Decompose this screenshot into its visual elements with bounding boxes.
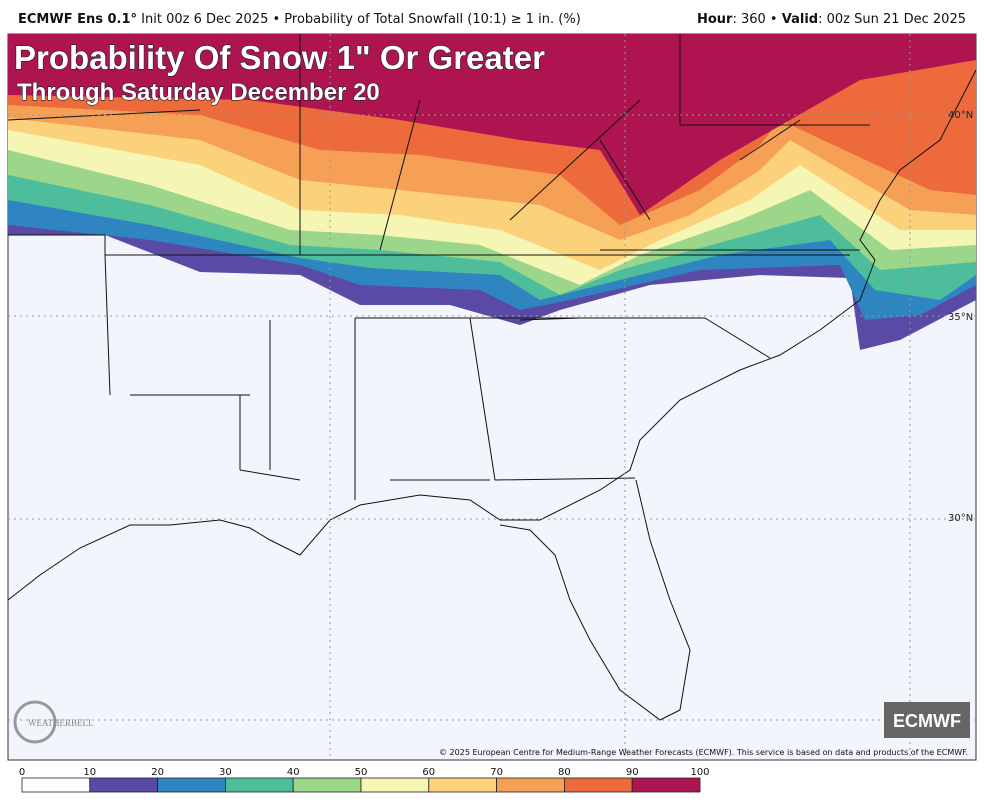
colorbar-segment <box>89 777 159 793</box>
colorbar-tick: 70 <box>490 767 503 778</box>
credit: © 2025 European Centre for Medium-Range … <box>439 748 968 757</box>
overlay-title: Probability Of Snow 1" Or Greater <box>14 39 545 76</box>
colorbar-segment <box>21 777 91 793</box>
snow-band <box>8 34 976 215</box>
lat-label: 30°N <box>948 513 973 524</box>
hour-label: Hour <box>696 12 733 27</box>
colorbar-segment <box>292 777 362 793</box>
colorbar-tick: 10 <box>83 767 96 778</box>
colorbar-tick: 100 <box>690 767 709 778</box>
colorbar-segment <box>631 777 701 793</box>
colorbar-tick: 20 <box>151 767 164 778</box>
colorbar-tick: 30 <box>219 767 232 778</box>
colorbar-tick: 50 <box>355 767 368 778</box>
coastline <box>8 69 976 601</box>
colorbar: 0 10 20 30 40 50 60 70 80 90 100 <box>19 767 710 793</box>
description: Init 00z 6 Dec 2025 • Probability of Tot… <box>137 12 581 27</box>
colorbar-tick: 80 <box>558 767 571 778</box>
header-left: ECMWF Ens 0.1° Init 00z 6 Dec 2025 • Pro… <box>18 12 581 27</box>
badge-box <box>884 702 970 738</box>
graticule <box>8 34 976 760</box>
colorbar-segment <box>360 777 430 793</box>
model: ECMWF Ens 0.1° <box>18 12 138 27</box>
header-right: Hour: 360 • Valid: 00z Sun 21 Dec 2025 <box>697 12 966 27</box>
badge: ECMWF <box>893 711 961 731</box>
florida-coast <box>499 479 691 721</box>
overlay-subtitle: Through Saturday December 20 <box>17 79 380 106</box>
valid-value: : 00z Sun 21 Dec 2025 <box>818 12 966 27</box>
valid-label: Valid <box>781 12 819 27</box>
colorbar-tick: 0 <box>19 767 25 778</box>
colorbar-segment <box>428 777 497 793</box>
colorbar-segment <box>496 777 565 793</box>
watermark: WEATHERBELL <box>28 718 94 728</box>
colorbar-segment <box>564 777 633 793</box>
colorbar-tick: 60 <box>422 767 435 778</box>
watermark-logo <box>13 700 57 744</box>
lat-label: 35°N <box>948 312 973 323</box>
colorbar-tick: 40 <box>287 767 300 778</box>
hour-value: : 360 • <box>732 12 782 27</box>
colorbar-tick: 90 <box>626 767 639 778</box>
lat-label: 40°N <box>948 110 973 121</box>
snow-bands <box>8 34 976 350</box>
colorbar-segment <box>157 777 226 793</box>
colorbar-segment <box>224 777 294 793</box>
